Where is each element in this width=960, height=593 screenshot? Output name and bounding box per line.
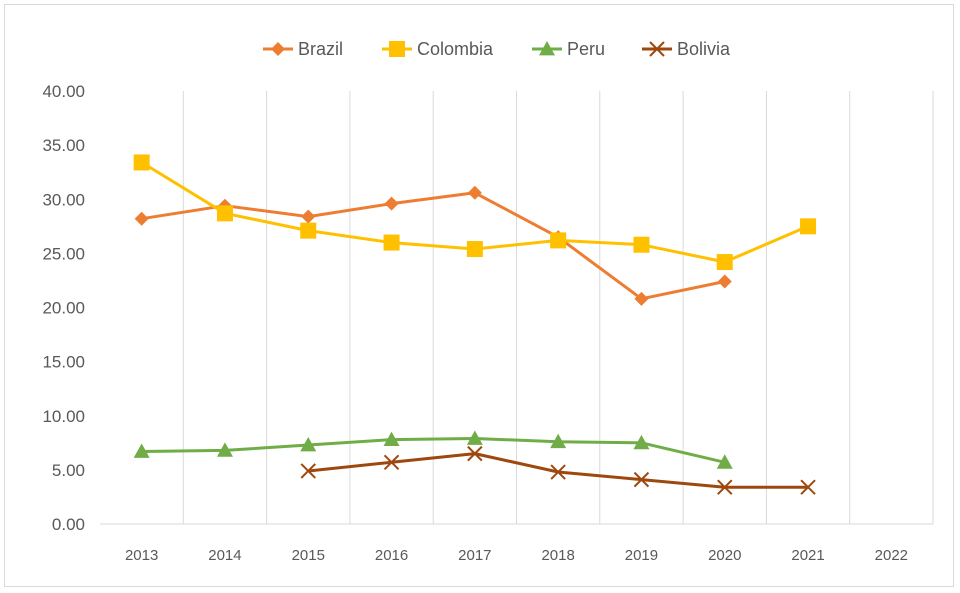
legend-item-colombia: Colombia <box>382 39 494 59</box>
data-point-peru <box>550 433 567 449</box>
data-point-brazil <box>634 291 649 306</box>
series-line-peru <box>140 437 727 464</box>
y-tick-label: 35.00 <box>42 136 85 155</box>
line-chart: Brazil Colombia Peru Bolivia 0.00 5.00 10.00 1… <box>42 39 934 564</box>
data-point-colombia <box>633 236 650 253</box>
data-point-colombia <box>133 154 150 171</box>
x-tick-label: 2018 <box>541 547 574 564</box>
y-tick-label: 0.00 <box>52 515 85 534</box>
data-point-peru <box>383 431 400 446</box>
legend-item-brazil: Brazil <box>263 39 343 59</box>
series-colombia <box>133 154 817 271</box>
data-point-colombia <box>383 234 400 251</box>
data-point-brazil <box>134 211 149 226</box>
legend-marker-triangle <box>539 41 555 56</box>
legend-label: Brazil <box>298 39 343 59</box>
legend-marker-diamond <box>271 42 285 56</box>
legend-label: Colombia <box>417 39 494 59</box>
data-point-peru <box>716 454 733 469</box>
data-point-peru <box>633 434 650 450</box>
x-tick-label: 2020 <box>708 547 741 564</box>
data-point-brazil <box>384 196 399 211</box>
x-tick-label: 2017 <box>458 547 491 564</box>
x-tick-label: 2016 <box>375 547 408 564</box>
axes: 0.00 5.00 10.00 15.00 20.00 25.00 30.00 35.00 40… <box>42 82 933 564</box>
data-point-peru <box>216 442 233 457</box>
data-point-colombia <box>466 241 483 258</box>
data-point-colombia <box>550 232 567 249</box>
legend-item-peru: Peru <box>532 39 605 59</box>
legend-item-bolivia: Bolivia <box>642 39 731 59</box>
x-tick-label: 2013 <box>125 547 158 564</box>
legend: Brazil Colombia Peru Bolivia <box>263 39 731 59</box>
x-tick-label: 2015 <box>292 547 325 564</box>
y-tick-label: 15.00 <box>42 353 85 372</box>
chart-frame: Brazil Colombia Peru Bolivia 0.00 5.00 10.00 1… <box>4 4 954 587</box>
data-point-bolivia <box>717 479 733 495</box>
data-point-colombia <box>716 254 733 271</box>
x-tick-label: 2021 <box>791 547 824 564</box>
data-point-bolivia <box>383 454 400 471</box>
data-point-brazil <box>301 209 316 224</box>
legend-marker-x <box>649 41 665 57</box>
data-point-colombia <box>216 205 233 222</box>
data-point-brazil <box>467 185 482 200</box>
y-tick-label: 25.00 <box>42 244 85 263</box>
legend-marker-square <box>389 41 405 57</box>
data-point-peru <box>466 430 483 445</box>
series-line-bolivia <box>306 452 810 489</box>
legend-label: Bolivia <box>677 39 731 59</box>
series-bolivia <box>300 445 816 495</box>
y-tick-label: 30.00 <box>42 190 85 209</box>
data-point-peru <box>133 443 150 458</box>
data-point-peru <box>300 436 317 452</box>
data-point-colombia <box>800 218 817 235</box>
data-point-bolivia <box>300 463 316 479</box>
x-tick-label: 2019 <box>625 547 658 564</box>
y-tick-label: 10.00 <box>42 407 85 426</box>
data-point-bolivia <box>550 464 566 480</box>
x-tick-label: 2014 <box>208 547 241 564</box>
data-point-bolivia <box>800 479 816 495</box>
x-tick-label: 2022 <box>875 547 908 564</box>
y-tick-label: 5.00 <box>52 461 85 480</box>
y-tick-label: 40.00 <box>42 82 85 101</box>
legend-label: Peru <box>567 39 605 59</box>
series-peru <box>133 430 733 469</box>
data-point-brazil <box>717 274 732 289</box>
data-point-colombia <box>300 222 317 239</box>
series-line-brazil <box>140 191 727 301</box>
gridlines <box>182 91 934 524</box>
data-point-bolivia <box>467 445 483 462</box>
y-tick-label: 20.00 <box>42 299 85 318</box>
series-layer <box>133 154 817 495</box>
data-point-bolivia <box>633 471 650 488</box>
